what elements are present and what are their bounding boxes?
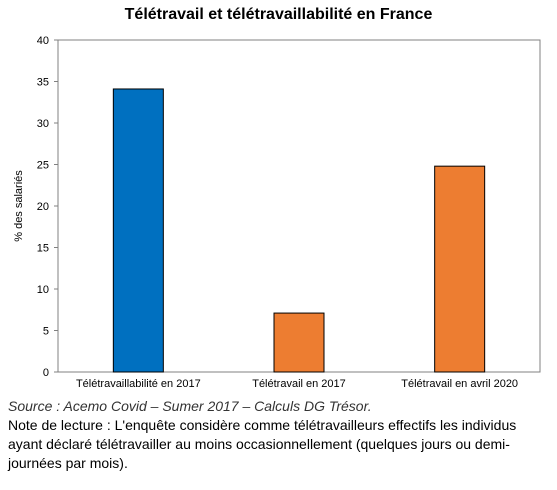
bar-3 bbox=[434, 165, 486, 373]
y-tick-label: 15 bbox=[37, 243, 49, 255]
y-axis: 0 5 10 15 20 25 30 35 40 bbox=[37, 35, 58, 379]
x-tick-label: Télétravail en avril 2020 bbox=[401, 378, 518, 390]
y-tick-label: 10 bbox=[37, 284, 49, 296]
source-text: Source : Acemo Covid – Sumer 2017 – Calc… bbox=[8, 398, 372, 414]
x-axis: Télétravaillabilité en 2017 Télétravail e… bbox=[76, 378, 518, 390]
y-tick-label: 35 bbox=[37, 77, 49, 89]
x-tick-label: Télétravail en 2017 bbox=[252, 378, 346, 390]
y-axis-label: % des salariés bbox=[13, 170, 25, 242]
reading-note: Note de lecture : L'enquête considère co… bbox=[8, 417, 517, 471]
y-tick-label: 5 bbox=[43, 326, 49, 338]
y-tick-label: 40 bbox=[37, 35, 49, 47]
y-tick-label: 30 bbox=[37, 118, 49, 130]
bars bbox=[112, 88, 486, 373]
bar-2 bbox=[273, 312, 325, 373]
y-tick-label: 25 bbox=[37, 160, 49, 172]
chart-title: Télétravail et télétravaillabilité en Fr… bbox=[124, 6, 433, 23]
bar-chart: 0 5 10 15 20 25 30 35 40 % des salariés Télétrav… bbox=[13, 35, 541, 390]
x-tick-label: Télétravaillabilité en 2017 bbox=[76, 378, 201, 390]
y-tick-label: 20 bbox=[37, 201, 49, 213]
bar-1 bbox=[112, 88, 164, 373]
y-tick-label: 0 bbox=[43, 367, 49, 379]
